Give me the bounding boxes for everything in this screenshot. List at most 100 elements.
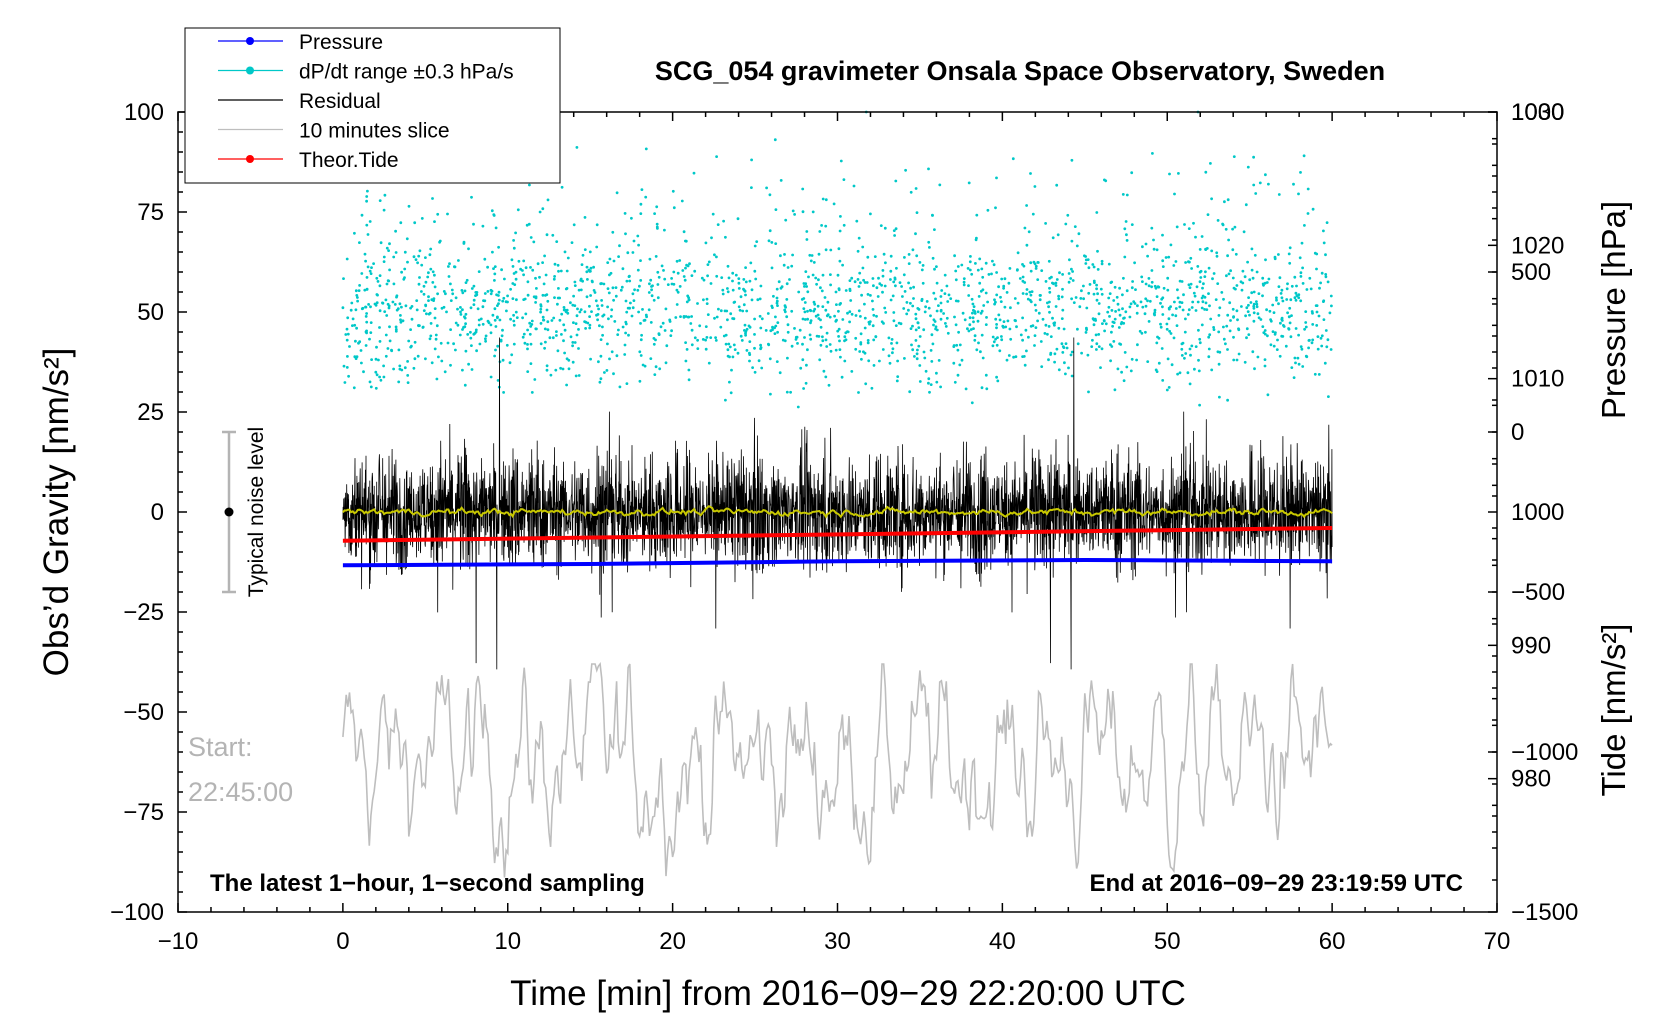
- dpdt-point: [839, 302, 842, 305]
- dpdt-point: [684, 341, 687, 344]
- dpdt-point: [1307, 346, 1310, 350]
- dpdt-point: [798, 328, 802, 332]
- dpdt-point: [1039, 340, 1043, 343]
- dpdt-point: [382, 260, 386, 263]
- dpdt-point: [1325, 221, 1329, 225]
- dpdt-point: [857, 309, 861, 313]
- dpdt-point: [506, 294, 509, 298]
- dpdt-point: [715, 274, 719, 278]
- dpdt-point: [883, 226, 887, 230]
- dpdt-point: [1223, 200, 1226, 204]
- dpdt-point: [374, 370, 378, 374]
- dpdt-point: [422, 309, 426, 312]
- legend-swatch-dot: [246, 37, 254, 45]
- dpdt-point: [824, 338, 828, 342]
- dpdt-point: [1217, 330, 1221, 334]
- dpdt-point: [1216, 282, 1220, 285]
- dpdt-point: [652, 342, 656, 346]
- dpdt-point: [451, 292, 455, 296]
- dpdt-point: [1030, 290, 1034, 293]
- dpdt-point: [1222, 325, 1225, 329]
- dpdt-point: [976, 319, 980, 323]
- dpdt-point: [497, 245, 500, 249]
- dpdt-point: [984, 261, 988, 265]
- dpdt-point: [785, 315, 789, 319]
- dpdt-point: [610, 308, 614, 312]
- dpdt-point: [375, 301, 379, 305]
- dpdt-point: [348, 345, 351, 348]
- dpdt-point: [1226, 398, 1229, 402]
- dpdt-point: [375, 345, 378, 349]
- dpdt-point: [1077, 232, 1081, 236]
- dpdt-point: [433, 307, 437, 310]
- dpdt-point: [467, 362, 470, 366]
- dpdt-point: [869, 212, 872, 216]
- dpdt-point: [726, 318, 729, 322]
- dpdt-point: [1221, 222, 1224, 226]
- dpdt-point: [510, 353, 514, 357]
- dpdt-point: [1299, 271, 1303, 275]
- dpdt-point: [436, 212, 440, 216]
- dpdt-point: [1144, 242, 1148, 246]
- dpdt-point: [1293, 356, 1297, 360]
- dpdt-point: [358, 284, 361, 287]
- dpdt-point: [1092, 292, 1096, 296]
- dpdt-point: [1166, 276, 1170, 280]
- dpdt-point: [1296, 356, 1300, 360]
- dpdt-point: [1215, 254, 1219, 258]
- dpdt-point: [962, 283, 966, 287]
- dpdt-point: [530, 391, 534, 394]
- dpdt-point: [1204, 170, 1208, 174]
- dpdt-point: [914, 187, 918, 190]
- dpdt-point: [378, 326, 381, 329]
- dpdt-point: [664, 307, 668, 311]
- dpdt-point: [917, 344, 921, 348]
- dpdt-point: [676, 290, 680, 294]
- dpdt-point: [647, 291, 651, 294]
- dpdt-point: [1298, 256, 1302, 260]
- dpdt-point: [733, 300, 737, 304]
- dpdt-point: [952, 344, 956, 347]
- y-tick-label: 25: [137, 399, 164, 426]
- dpdt-point: [1309, 287, 1313, 291]
- dpdt-point: [403, 366, 407, 370]
- dpdt-point: [588, 323, 592, 327]
- dpdt-point: [394, 251, 398, 254]
- dpdt-point: [711, 212, 715, 216]
- dpdt-point: [400, 305, 403, 309]
- dpdt-point: [383, 193, 387, 197]
- dpdt-point: [1297, 293, 1301, 297]
- dpdt-point: [402, 277, 406, 281]
- dpdt-point: [1173, 192, 1176, 196]
- dpdt-point: [553, 275, 556, 278]
- dpdt-point: [425, 312, 428, 316]
- dpdt-point: [973, 338, 977, 342]
- dpdt-point: [585, 295, 589, 299]
- dpdt-point: [462, 240, 466, 244]
- dpdt-point: [1252, 302, 1256, 306]
- dpdt-point: [416, 261, 419, 265]
- dpdt-point: [1012, 355, 1015, 359]
- dpdt-point: [1287, 327, 1291, 331]
- dpdt-point: [1313, 251, 1317, 255]
- dpdt-point: [1212, 272, 1216, 275]
- dpdt-point: [483, 292, 487, 295]
- dpdt-point: [504, 300, 508, 304]
- dpdt-point: [526, 347, 529, 351]
- dpdt-point: [639, 279, 643, 282]
- dpdt-point: [465, 278, 469, 282]
- dpdt-point: [860, 293, 863, 297]
- dpdt-point: [956, 265, 960, 268]
- dpdt-point: [1240, 305, 1243, 308]
- dpdt-point: [1048, 290, 1052, 294]
- dpdt-point: [839, 215, 842, 218]
- dpdt-point: [369, 385, 373, 389]
- dpdt-point: [815, 282, 818, 286]
- dpdt-point: [528, 321, 532, 325]
- dpdt-point: [930, 360, 934, 363]
- dpdt-point: [990, 272, 993, 276]
- dpdt-point: [546, 198, 550, 202]
- dpdt-point: [360, 361, 363, 365]
- dpdt-point: [946, 300, 950, 303]
